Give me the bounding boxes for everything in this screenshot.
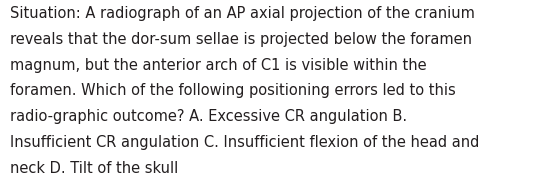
Text: radio-graphic outcome? A. Excessive CR angulation B.: radio-graphic outcome? A. Excessive CR a… <box>10 109 407 124</box>
Text: Insufficient CR angulation C. Insufficient flexion of the head and: Insufficient CR angulation C. Insufficie… <box>10 135 479 150</box>
Text: Situation: A radiograph of an AP axial projection of the cranium: Situation: A radiograph of an AP axial p… <box>10 6 475 21</box>
Text: neck D. Tilt of the skull: neck D. Tilt of the skull <box>10 161 179 176</box>
Text: reveals that the dor-sum sellae is projected below the foramen: reveals that the dor-sum sellae is proje… <box>10 32 472 47</box>
Text: foramen. Which of the following positioning errors led to this: foramen. Which of the following position… <box>10 83 456 99</box>
Text: magnum, but the anterior arch of C1 is visible within the: magnum, but the anterior arch of C1 is v… <box>10 58 427 73</box>
